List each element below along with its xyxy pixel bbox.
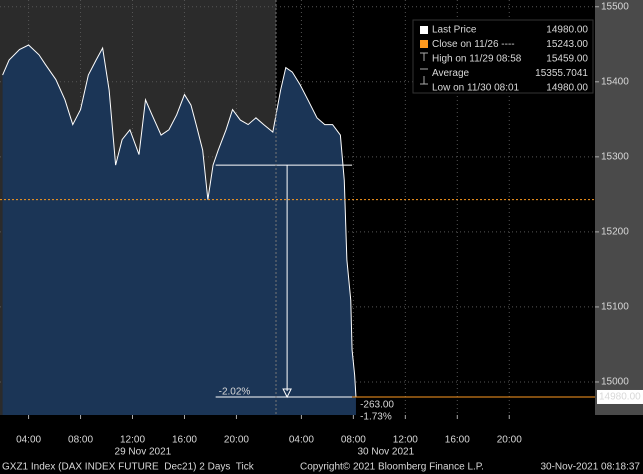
arrow-head — [282, 388, 292, 399]
y-axis-bg — [595, 0, 643, 415]
legend-label: Low on 11/30 08:01 — [432, 83, 520, 94]
pct-label: -1.73% — [360, 412, 392, 423]
labels: 15000 15100 15200 15300 15400 15500 04:00 08:00… — [16, 1, 643, 458]
y-tick-label: 15500 — [601, 1, 629, 12]
x-tick-label: 20:00 — [497, 435, 522, 446]
price-line — [2, 44, 357, 398]
x-tick-label: 08:00 — [341, 435, 366, 446]
date-label: 29 Nov 2021 — [115, 447, 172, 458]
y-tick-label: 15300 — [601, 151, 629, 162]
legend-value: 15459.00 — [546, 54, 588, 65]
last-price-tag-label: 14980.00 — [599, 392, 641, 403]
x-tick-label: 20:00 — [224, 435, 249, 446]
last-price-tag — [597, 389, 643, 404]
plot — [0, 44, 595, 415]
x-tick-label: 12:00 — [393, 435, 418, 446]
measure-label: -2.02% — [219, 387, 251, 398]
y-tick-label: 15400 — [601, 76, 629, 87]
legend: Last Price 14980.00 Close on 11/26 ---- 152… — [412, 19, 594, 94]
legend-icon — [420, 40, 428, 48]
legend-value: 14980.00 — [546, 25, 588, 36]
x-tick-label: 08:00 — [68, 435, 93, 446]
legend-label: Last Price — [432, 25, 477, 36]
legend-box — [412, 19, 594, 94]
legend-icon — [420, 52, 428, 61]
x-tick-label: 16:00 — [172, 435, 197, 446]
legend-icon — [420, 26, 428, 34]
date-label: 30 Nov 2021 — [357, 447, 414, 458]
y-tick-label: 15200 — [601, 227, 629, 238]
footer-left: GXZ1 Index (DAX INDEX FUTURE Dec21) 2 Da… — [2, 462, 255, 473]
legend-label: High on 11/29 08:58 — [432, 54, 522, 65]
y-tick-label: 15000 — [601, 377, 629, 388]
legend-value: 15355.7041 — [535, 68, 588, 79]
y-tick-label: 15100 — [601, 302, 629, 313]
x-tick-label: 16:00 — [445, 435, 470, 446]
x-tick-label: 12:00 — [120, 435, 145, 446]
legend-icon — [420, 76, 428, 85]
area-fill — [2, 45, 356, 415]
x-tick-label: 04:00 — [16, 435, 41, 446]
x-tick-label: 04:00 — [289, 435, 314, 446]
legend-label: Close on 11/26 ---- — [432, 39, 515, 50]
legend-label: Average — [432, 68, 470, 79]
legend-value: 15243.00 — [546, 39, 588, 50]
footer-right: 30-Nov-2021 08:18:37 — [540, 462, 640, 473]
footer-center: Copyright© 2021 Bloomberg Finance L.P. — [300, 462, 484, 473]
change-label: -263.00 — [360, 400, 394, 411]
legend-value: 14980.00 — [546, 83, 588, 94]
